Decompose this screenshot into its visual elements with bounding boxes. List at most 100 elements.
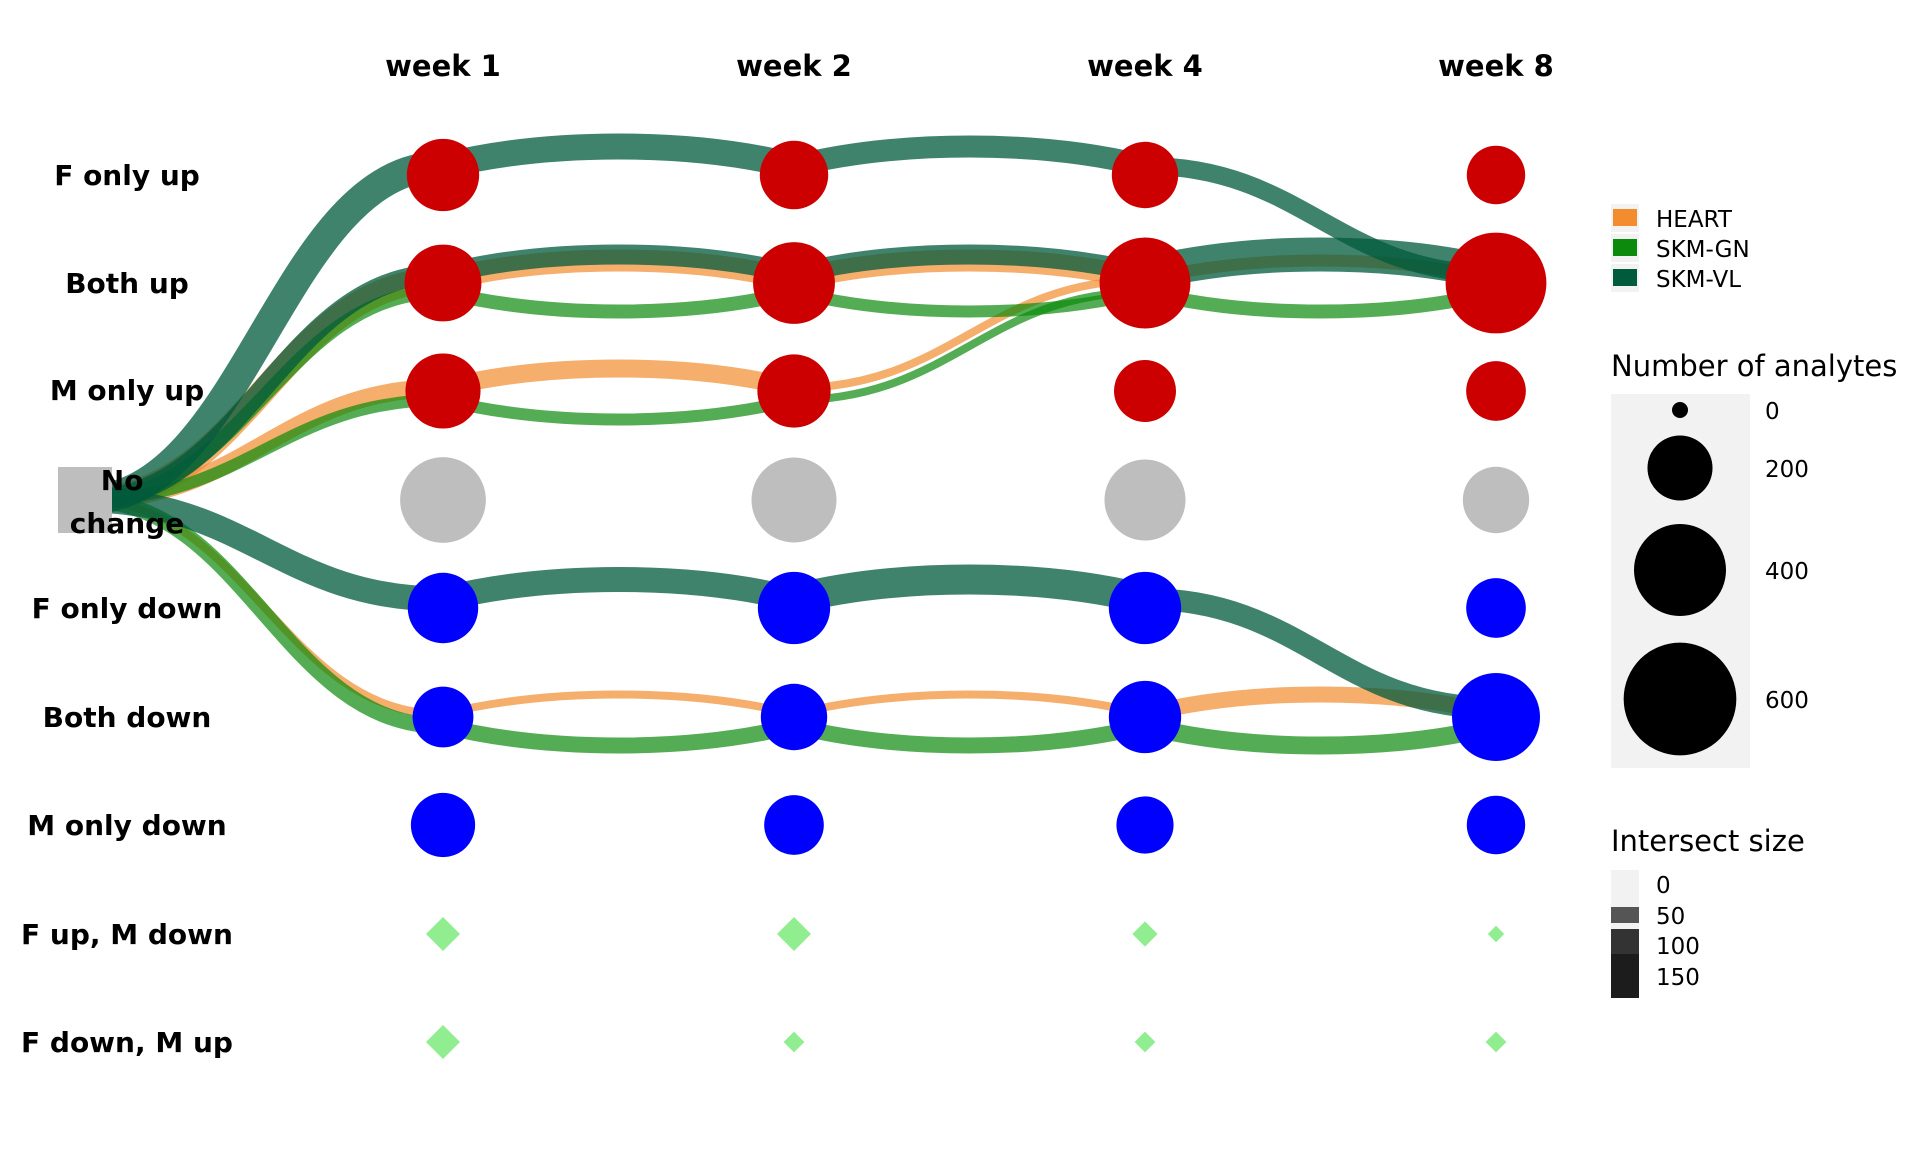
flow-skm-gn-0-1-to-1-1: [441, 285, 796, 319]
node-no-change-week-4: [1104, 459, 1186, 541]
intersect-legend-label-50: 50: [1656, 904, 1685, 930]
node-both-down-week-8: [1451, 672, 1541, 762]
start-node: [58, 467, 112, 533]
column-label-week-4: week 4: [1087, 49, 1203, 83]
size-legend-label-0: 0: [1765, 399, 1780, 425]
flow-skm-vl-2-1-to-3-1: [1140, 237, 1501, 291]
flow-skm-vl-0-1-to-1-1: [440, 244, 797, 284]
flow-skm-gn-0-2-to-1-2: [441, 394, 796, 426]
column-label-week-8: week 8: [1438, 49, 1554, 83]
node-both-down-week-1: [412, 686, 474, 748]
column-label-week-1: week 1: [385, 49, 501, 83]
node-f-up-m-down-week-8: [1487, 925, 1505, 943]
flows-layer: [84, 133, 1501, 755]
node-m-only-down-week-8: [1466, 795, 1526, 855]
node-both-down-week-4: [1108, 680, 1182, 754]
node-f-up-m-down-week-1: [426, 917, 460, 951]
node-both-up-week-1: [404, 244, 482, 322]
flow-skm-vl--1-3-to-0-4: [84, 487, 444, 612]
node-both-up-week-8: [1445, 232, 1547, 334]
row-label-no-change-line-2: change: [70, 507, 184, 540]
size-legend-label-600: 600: [1765, 688, 1809, 714]
legend-swatch-heart: [1613, 209, 1637, 226]
node-m-only-down-week-2: [764, 795, 824, 855]
intersect-legend-label-150: 150: [1656, 965, 1700, 991]
node-f-down-m-up-week-8: [1485, 1031, 1507, 1053]
row-label-m-only-down: M only down: [27, 809, 226, 842]
flow-skm-vl-2-4-to-3-5: [1144, 588, 1497, 719]
flow-skm-vl-0-0-to-1-0: [439, 133, 798, 179]
row-label-both-up: Both up: [65, 267, 189, 300]
legend-label-skm-vl: SKM-VL: [1656, 267, 1741, 293]
size-legend-dot-200: [1647, 435, 1713, 501]
node-m-only-up-week-1: [405, 353, 481, 429]
node-both-up-week-4: [1099, 237, 1191, 329]
flow-heart-1-5-to-2-5: [793, 690, 1146, 718]
node-f-only-up-week-4: [1111, 141, 1179, 209]
intersect-legend: Intersect size 0 50 100 150: [1611, 824, 1805, 998]
intersect-legend-title: Intersect size: [1611, 824, 1805, 858]
labels-layer: week 1 week 2 week 4 week 8 F only up Bo…: [21, 49, 1554, 1059]
flow-skm-gn-0-5-to-1-5: [441, 718, 796, 754]
intersect-legend-bar-150: [1611, 954, 1639, 998]
size-legend-label-400: 400: [1765, 559, 1809, 585]
intersect-legend-bar-100: [1611, 929, 1639, 955]
node-f-down-m-up-week-2: [783, 1031, 805, 1053]
size-legend-dot-0: [1672, 402, 1688, 418]
node-f-only-up-week-8: [1466, 145, 1526, 205]
row-label-f-up-m-down: F up, M down: [21, 918, 233, 951]
node-f-only-up-week-2: [759, 140, 829, 210]
node-both-up-week-2: [753, 242, 835, 324]
flow-heart-0-2-to-1-2: [440, 359, 797, 397]
flow-skm-vl-1-0-to-2-0: [791, 135, 1148, 177]
nodes-layer: [400, 138, 1547, 1059]
legend-label-heart: HEART: [1656, 207, 1733, 233]
node-f-only-down-week-4: [1108, 571, 1182, 645]
node-f-only-up-week-1: [406, 138, 480, 212]
node-no-change-week-1: [400, 457, 486, 543]
start-layer: [58, 467, 112, 533]
row-label-no-change: No change: [70, 464, 184, 540]
size-legend-dot-400: [1634, 524, 1726, 616]
node-both-down-week-2: [760, 683, 828, 751]
node-m-only-down-week-1: [410, 792, 476, 858]
flow-skm-vl-1-1-to-2-1: [791, 244, 1148, 284]
legend-label-skm-gn: SKM-GN: [1656, 237, 1750, 263]
flow-skm-vl-0-4-to-1-4: [440, 567, 797, 612]
column-label-week-2: week 2: [736, 49, 852, 83]
flow-skm-gn-1-1-to-2-1: [792, 286, 1147, 318]
flow-skm-gn-2-1-to-3-1: [1143, 285, 1498, 319]
legend-swatch-skm-vl: [1613, 269, 1637, 286]
row-label-no-change-line-1: No: [101, 464, 144, 497]
row-label-f-only-up: F only up: [54, 159, 200, 192]
flow-skm-gn-1-2-to-2-1: [793, 288, 1146, 404]
row-label-m-only-up: M only up: [50, 374, 204, 407]
intersect-legend-bar-50: [1611, 907, 1639, 923]
node-no-change-week-2: [751, 457, 837, 543]
flow-skm-vl-1-4-to-2-4: [790, 564, 1149, 614]
node-m-only-up-week-2: [757, 354, 831, 428]
node-f-down-m-up-week-4: [1134, 1031, 1156, 1053]
tissue-legend: HEART SKM-GN SKM-VL: [1611, 204, 1750, 293]
node-m-only-up-week-8: [1466, 361, 1526, 421]
flow-heart-0-5-to-1-5: [442, 690, 795, 718]
node-f-up-m-down-week-4: [1132, 921, 1158, 947]
node-f-up-m-down-week-2: [777, 917, 811, 951]
flow-skm-vl--1-3-to-0-1: [84, 264, 444, 510]
intersect-legend-label-0: 0: [1656, 873, 1671, 899]
node-m-only-down-week-4: [1116, 796, 1174, 854]
node-f-only-down-week-2: [757, 571, 831, 645]
node-no-change-week-8: [1462, 466, 1530, 534]
size-legend: Number of analytes 0 200 400 600: [1611, 349, 1897, 768]
intersect-legend-bar-0: [1611, 884, 1639, 885]
node-f-only-down-week-8: [1466, 578, 1526, 638]
flow-skm-gn-2-5-to-3-5: [1142, 717, 1499, 755]
node-m-only-up-week-4: [1114, 360, 1176, 422]
size-legend-title: Number of analytes: [1611, 349, 1897, 383]
row-label-f-only-down: F only down: [32, 592, 223, 625]
legend-swatch-skm-gn: [1613, 239, 1637, 256]
size-legend-dot-600: [1623, 642, 1737, 756]
size-legend-label-200: 200: [1765, 457, 1809, 483]
intersect-legend-label-100: 100: [1656, 934, 1700, 960]
